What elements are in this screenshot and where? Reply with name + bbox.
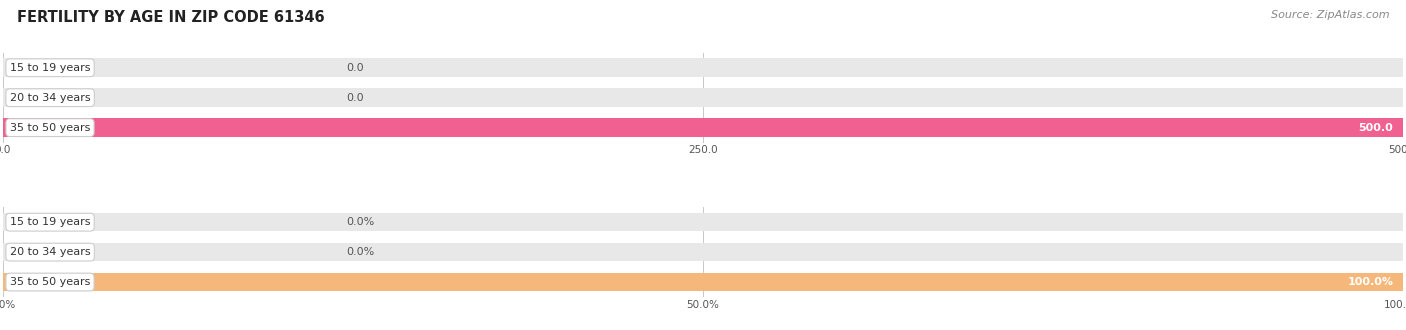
Bar	[3, 273, 1403, 291]
Text: 100.0%: 100.0%	[1347, 277, 1393, 287]
Text: 0.0: 0.0	[346, 63, 364, 73]
Text: 500.0: 500.0	[1358, 123, 1393, 133]
Bar	[3, 273, 1403, 291]
Bar	[3, 118, 1403, 137]
Text: 15 to 19 years: 15 to 19 years	[10, 63, 90, 73]
Text: FERTILITY BY AGE IN ZIP CODE 61346: FERTILITY BY AGE IN ZIP CODE 61346	[17, 10, 325, 25]
Text: 35 to 50 years: 35 to 50 years	[10, 277, 90, 287]
Bar	[3, 118, 1403, 137]
Text: Source: ZipAtlas.com: Source: ZipAtlas.com	[1271, 10, 1389, 20]
Bar	[3, 213, 1403, 231]
Text: 35 to 50 years: 35 to 50 years	[10, 123, 90, 133]
Bar	[3, 88, 1403, 107]
Text: 0.0%: 0.0%	[346, 247, 374, 257]
Bar	[3, 243, 1403, 261]
Text: 20 to 34 years: 20 to 34 years	[10, 93, 90, 103]
Bar	[3, 58, 1403, 77]
Text: 0.0%: 0.0%	[346, 217, 374, 227]
Text: 15 to 19 years: 15 to 19 years	[10, 217, 90, 227]
Text: 0.0: 0.0	[346, 93, 364, 103]
Text: 20 to 34 years: 20 to 34 years	[10, 247, 90, 257]
